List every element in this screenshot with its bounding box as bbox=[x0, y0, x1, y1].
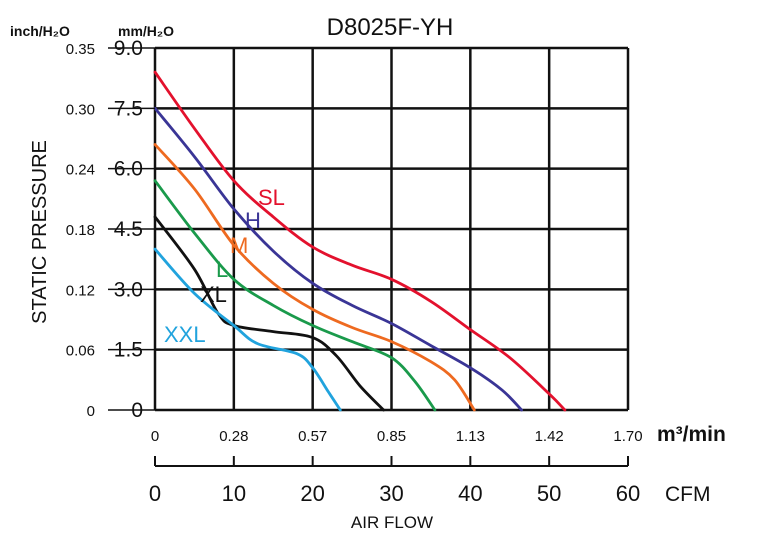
x-tick-label-m3min: 1.70 bbox=[613, 428, 642, 445]
x-unit-cfm: CFM bbox=[665, 483, 711, 506]
y-tick-label-inch: 0.06 bbox=[66, 343, 95, 360]
curve-label-xl: XL bbox=[200, 282, 227, 307]
y-tick-label-mm: 7.5 bbox=[114, 97, 143, 120]
x-tick-label-m3min: 0 bbox=[151, 428, 159, 445]
x-tick-label-m3min: 0.57 bbox=[298, 428, 327, 445]
x-tick-label-cfm: 50 bbox=[537, 481, 561, 506]
y-tick-label-inch: 0.35 bbox=[66, 41, 95, 58]
x-tick-label-cfm: 20 bbox=[300, 481, 324, 506]
x-tick-label-cfm: 40 bbox=[458, 481, 482, 506]
plot-grid bbox=[153, 46, 630, 412]
curve-label-sl: SL bbox=[258, 185, 285, 210]
x-tick-label-cfm: 0 bbox=[149, 481, 161, 506]
x-unit-m3min: m³/min bbox=[657, 423, 726, 446]
curve-xl bbox=[153, 215, 385, 412]
y-tick-label-inch: 0.12 bbox=[66, 282, 95, 299]
chart-title: D8025F-YH bbox=[327, 14, 454, 41]
x-axis-label: AIR FLOW bbox=[351, 513, 433, 532]
x-tick-label-cfm: 10 bbox=[222, 481, 246, 506]
performance-curves bbox=[153, 70, 567, 412]
curve-l bbox=[153, 179, 437, 412]
y-axis-label: STATIC PRESSURE bbox=[29, 140, 51, 324]
y-tick-label-mm: 9.0 bbox=[114, 37, 143, 60]
y-tick-label-mm: 6.0 bbox=[114, 158, 143, 181]
curve-m bbox=[153, 143, 476, 412]
y-tick-label-inch: 0.30 bbox=[66, 101, 95, 118]
curve-label-h: H bbox=[245, 208, 261, 233]
curve-label-xxl: XXL bbox=[164, 322, 206, 347]
y-tick-label-mm: 1.5 bbox=[114, 339, 143, 362]
y-unit-mm: mm/H₂O bbox=[118, 23, 174, 39]
x-tick-label-m3min: 1.13 bbox=[456, 428, 485, 445]
y-unit-inch: inch/H₂O bbox=[10, 23, 70, 39]
x-tick-label-m3min: 0.28 bbox=[219, 428, 248, 445]
y-tick-label-inch: 0.24 bbox=[66, 162, 95, 179]
curve-xxl bbox=[153, 247, 342, 412]
curve-label-m: M bbox=[230, 233, 248, 258]
curve-sl bbox=[153, 70, 567, 412]
x-tick-label-m3min: 1.42 bbox=[535, 428, 564, 445]
x-tick-label-cfm: 60 bbox=[616, 481, 640, 506]
x-tick-label-m3min: 0.85 bbox=[377, 428, 406, 445]
y-tick-label-mm: 4.5 bbox=[114, 218, 143, 241]
y-tick-label-inch: 0 bbox=[87, 403, 95, 420]
y-tick-label-inch: 0.18 bbox=[66, 222, 95, 239]
x-tick-label-cfm: 30 bbox=[379, 481, 403, 506]
curve-label-l: L bbox=[216, 257, 228, 282]
y-tick-label-mm: 3.0 bbox=[114, 278, 143, 301]
y-tick-label-mm: 0 bbox=[131, 399, 143, 422]
curve-h bbox=[153, 106, 523, 412]
axes: 001.50.063.00.124.50.186.00.247.50.309.0… bbox=[66, 37, 643, 506]
